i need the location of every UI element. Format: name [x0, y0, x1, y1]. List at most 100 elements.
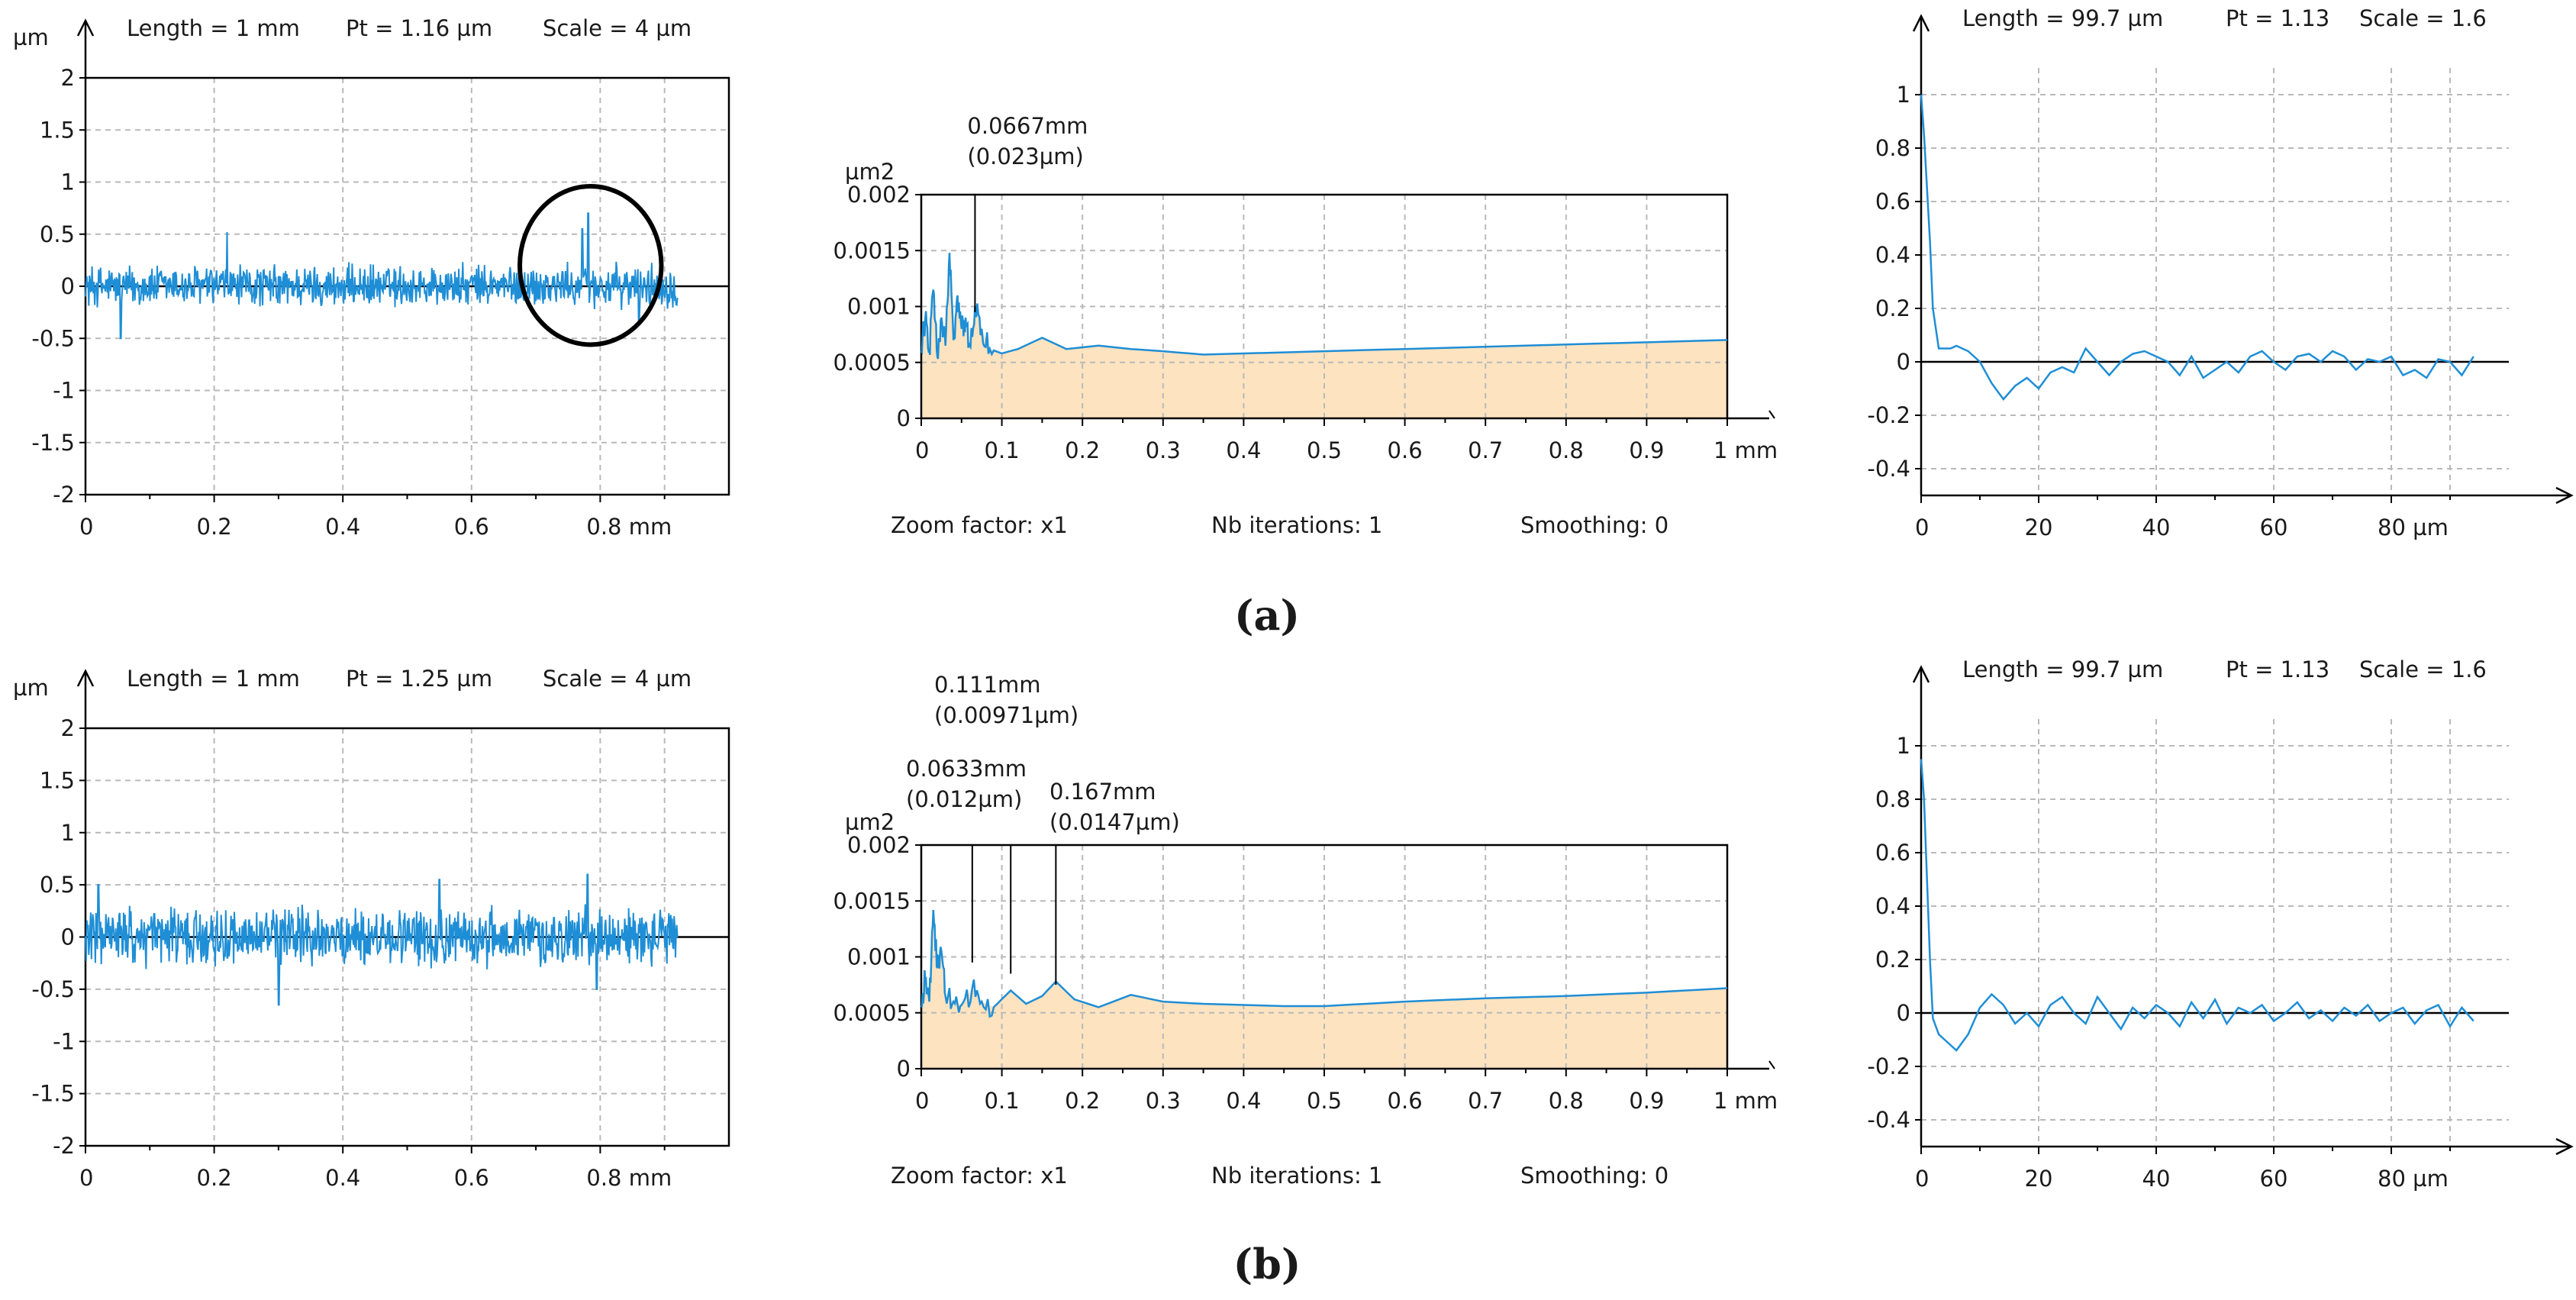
a-psd-ytick-label: 0	[897, 405, 911, 431]
b-psd-x-arrow	[1768, 1060, 1775, 1069]
a-profile-ytick-label: -1.5	[31, 430, 75, 456]
a-acf-xtick-label: 20	[2025, 515, 2053, 540]
caption-a: (a)	[1234, 591, 1300, 640]
a-psd-xtick-label: 0	[915, 437, 929, 463]
a-psd-xtick-label: 0.7	[1468, 437, 1503, 463]
b-profile-xtick-label: 0	[79, 1165, 93, 1191]
b-acf-x-arrow	[2555, 1137, 2574, 1156]
b-psd-ytick-label: 0.0005	[833, 1000, 911, 1026]
a-profile-ytick-label: 1.5	[40, 117, 75, 143]
a-acf-series-line	[1920, 94, 2474, 401]
b-psd-xtick-label: 0.5	[1307, 1088, 1342, 1114]
b-psd-xtick-label: 1 mm	[1714, 1088, 1778, 1114]
a-profile-xtick-label: 0	[79, 514, 93, 540]
b-profile-ytick-label: 1	[61, 820, 75, 846]
b-profile-series-line	[85, 873, 679, 1006]
a-profile-xtick-label: 0.8 mm	[586, 514, 672, 540]
b-profile-ytick-label: -1.5	[31, 1081, 75, 1107]
b-acf-header-pt: Pt = 1.13	[2226, 656, 2329, 682]
a-acf-header-scale: Scale = 1.6	[2359, 5, 2487, 31]
b-acf-ytick-label: 1	[1897, 733, 1910, 759]
a-psd-xtick-label: 0.8	[1549, 437, 1584, 463]
b-psd-marker-value: (0.0147µm)	[1049, 809, 1180, 835]
a-acf-ytick-label: 0.2	[1875, 295, 1910, 321]
b-profile-header-length: Length = 1 mm	[127, 666, 300, 692]
a-profile-xtick-label: 0.6	[454, 514, 489, 540]
b-psd-xtick-label: 0.4	[1226, 1088, 1261, 1114]
b-psd-xtick-label: 0.3	[1146, 1088, 1181, 1114]
a-acf-ytick-label: 0	[1897, 349, 1910, 375]
a-profile-highlight-circle	[517, 183, 664, 347]
b-psd-marker-label: 0.111mm	[934, 672, 1041, 698]
b-acf-ytick-label: -0.2	[1867, 1053, 1910, 1079]
a-profile-ytick-label: 0	[61, 273, 75, 299]
b-psd-marker-value: (0.012µm)	[906, 786, 1022, 812]
a-acf-header-length: Length = 99.7 µm	[1962, 5, 2163, 31]
a-profile-ytick-label: 0.5	[40, 221, 75, 247]
b-psd-ytick-label: 0.0015	[833, 888, 911, 914]
b-psd-xtick-label: 0.6	[1388, 1088, 1423, 1114]
a-acf-ytick-label: -0.4	[1867, 456, 1910, 482]
b-profile-xtick-label: 0.2	[197, 1165, 232, 1191]
b-profile-ytick-label: -1	[53, 1028, 75, 1054]
b-acf-ytick-label: 0.6	[1875, 840, 1910, 866]
b-psd-footer-zoom: Zoom factor: x1	[891, 1163, 1068, 1189]
b-psd-xtick-label: 0.7	[1468, 1088, 1503, 1114]
b-psd-series-line	[920, 909, 1728, 1018]
caption-b: (b)	[1233, 1240, 1301, 1289]
a-psd-xtick-label: 0.5	[1307, 437, 1342, 463]
a-acf-header-pt: Pt = 1.13	[2226, 5, 2329, 31]
b-acf-series-line	[1920, 759, 2474, 1052]
b-psd-marker-label: 0.0633mm	[906, 756, 1027, 782]
a-psd-xtick-label: 0.4	[1226, 437, 1261, 463]
b-profile-y-arrow	[76, 669, 95, 687]
a-acf-ytick-label: 0.6	[1875, 189, 1910, 215]
a-profile-y-arrow	[76, 18, 95, 37]
b-profile-ytick-label: -2	[53, 1133, 75, 1159]
a-psd-footer-zoom: Zoom factor: x1	[891, 512, 1068, 538]
b-profile-header-pt: Pt = 1.25 µm	[346, 666, 492, 692]
b-profile-unit-label: µm	[13, 675, 49, 701]
a-psd-ytick-label: 0.0015	[833, 237, 911, 263]
a-profile-unit-label: µm	[13, 24, 49, 50]
b-psd-ytick-label: 0.001	[847, 944, 911, 970]
a-acf-ytick-label: 0.8	[1875, 135, 1910, 161]
b-profile-xtick-label: 0.6	[454, 1165, 489, 1191]
a-profile-header-pt: Pt = 1.16 µm	[346, 15, 492, 41]
a-profile-xtick-label: 0.4	[325, 514, 360, 540]
b-psd-marker-value: (0.00971µm)	[934, 702, 1078, 728]
a-acf-xtick-label: 0	[1915, 515, 1929, 540]
a-profile-ytick-label: -0.5	[31, 325, 75, 351]
a-psd-ylabel: µm2	[845, 159, 895, 185]
b-acf-header-length: Length = 99.7 µm	[1962, 656, 2163, 682]
a-psd-xtick-label: 0.6	[1388, 437, 1423, 463]
b-psd-xtick-label: 0.2	[1065, 1088, 1100, 1114]
a-profile-xtick-label: 0.2	[197, 514, 232, 540]
a-psd-psd-fill	[921, 253, 1727, 418]
a-profile-header-length: Length = 1 mm	[127, 15, 300, 41]
b-psd-ylabel: µm2	[845, 809, 895, 835]
a-psd-xtick-label: 0.9	[1629, 437, 1664, 463]
b-profile-xtick-label: 0.8 mm	[586, 1165, 672, 1191]
b-acf-xtick-label: 80 µm	[2378, 1166, 2449, 1192]
b-psd-xtick-label: 0.8	[1549, 1088, 1584, 1114]
b-psd-psd-fill	[921, 909, 1727, 1069]
b-profile-ytick-label: 0	[61, 924, 75, 950]
a-profile-ytick-label: 2	[61, 65, 75, 91]
b-acf-y-arrow	[1912, 665, 1930, 683]
a-psd-series-line	[920, 253, 1728, 360]
a-psd-footer-iterations: Nb iterations: 1	[1211, 512, 1382, 538]
b-acf-header-scale: Scale = 1.6	[2359, 656, 2487, 682]
b-acf-ytick-label: -0.4	[1867, 1107, 1910, 1133]
a-psd-ytick-label: 0.002	[847, 182, 911, 208]
b-acf-ytick-label: 0.8	[1875, 786, 1910, 812]
b-profile-ytick-label: 0.5	[40, 872, 75, 898]
a-psd-ytick-label: 0.001	[847, 294, 911, 320]
b-profile-ytick-label: -0.5	[31, 976, 75, 1002]
a-psd-xtick-label: 1 mm	[1714, 437, 1778, 463]
a-psd-xtick-label: 0.1	[985, 437, 1020, 463]
b-acf-ytick-label: 0.4	[1875, 893, 1910, 919]
b-psd-marker-label: 0.167mm	[1049, 779, 1156, 805]
a-psd-marker-value: (0.023µm)	[967, 144, 1083, 169]
a-profile-series-line	[85, 212, 679, 340]
